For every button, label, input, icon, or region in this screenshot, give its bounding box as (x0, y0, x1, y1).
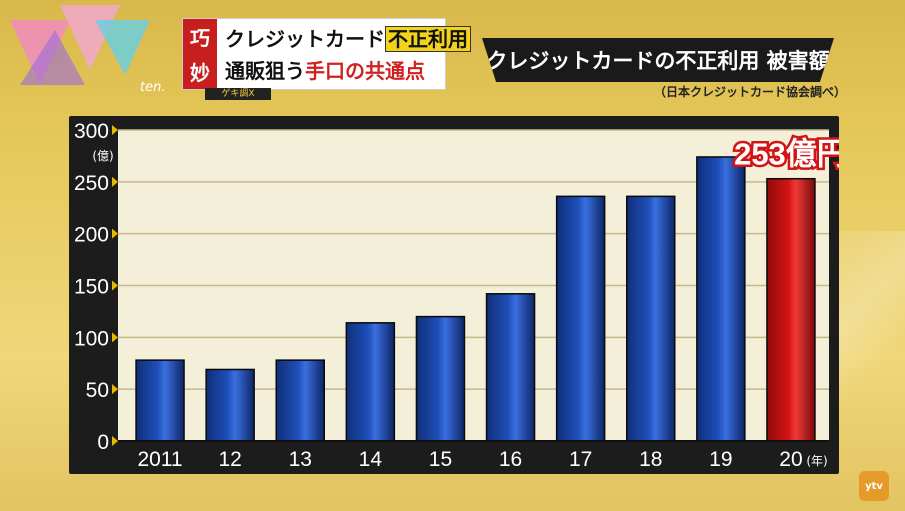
y-tick-marker (112, 176, 118, 187)
x-axis-unit: (年) (806, 454, 827, 468)
broadcaster-logo (10, 5, 150, 85)
bar (345, 322, 396, 442)
y-tick-label: 150 (74, 276, 109, 299)
x-tick-label: 19 (709, 448, 732, 471)
y-tick-marker (112, 332, 118, 343)
topic-line-1: クレジットカード 不正利用 (225, 23, 471, 52)
data-label-highlight: 253億円 (734, 137, 839, 172)
x-tick-label: 17 (569, 448, 592, 471)
bar (275, 359, 325, 442)
bar (626, 195, 676, 442)
y-tick-marker (112, 280, 118, 291)
topic-caption: 巧 妙 クレジットカード 不正利用 通販狙う手口の共通点 (182, 18, 471, 90)
x-tick-label: 15 (429, 448, 452, 471)
y-tick-label: 100 (74, 327, 109, 350)
bar (766, 177, 816, 442)
bar (415, 315, 466, 442)
topic-line-1-highlight: 不正利用 (385, 26, 471, 52)
y-tick-label: 0 (97, 431, 109, 454)
y-tick-label: 300 (74, 120, 109, 143)
y-axis-unit: (億) (92, 149, 113, 163)
y-tick-marker (112, 384, 118, 395)
topic-line-1-prefix: クレジットカード (225, 27, 385, 51)
bar-chart: 0 50 100 150 200 250 300 (億) 2011 12 13 14 15 16 17 18 1… (74, 120, 839, 471)
y-tick-label: 200 (74, 224, 109, 247)
y-tick-label: 50 (86, 379, 109, 402)
topic-side-char-1: 巧 (190, 26, 210, 50)
bar (555, 195, 606, 442)
chart-title-banner: クレジットカードの不正利用 被害額 (482, 38, 834, 82)
y-tick-label: 250 (74, 172, 109, 195)
topic-side-label: 巧 妙 (183, 19, 217, 89)
source-note: （日本クレジットカード協会調べ） (653, 85, 846, 99)
topic-line-2: 通販狙う手口の共通点 (225, 55, 425, 84)
topic-line-2-prefix: 通販狙う (225, 59, 305, 83)
x-tick-label: 14 (359, 448, 383, 471)
x-tick-label: 20 (779, 448, 802, 471)
x-tick-label: 12 (218, 448, 241, 471)
logo-shape-cyan (95, 20, 150, 75)
logo-shape-purple (20, 30, 85, 85)
bar (696, 156, 746, 442)
topic-tag: ゲキ調X (205, 88, 271, 100)
y-tick-marker (112, 436, 118, 446)
y-tick-marker (112, 125, 118, 135)
broadcaster-logo-text: ten. (140, 80, 166, 95)
x-tick-label: 16 (499, 448, 522, 471)
x-tick-label: 18 (639, 448, 662, 471)
bar (485, 293, 536, 442)
topic-side-char-2: 妙 (190, 61, 210, 85)
channel-watermark: ytv (859, 471, 889, 501)
topic-line-2-red: 手口の共通点 (305, 59, 425, 83)
x-tick-label: 13 (289, 448, 312, 471)
x-tick-label: 2011 (137, 448, 182, 471)
bar (205, 368, 255, 442)
bar (135, 359, 185, 442)
y-tick-marker (112, 228, 118, 239)
